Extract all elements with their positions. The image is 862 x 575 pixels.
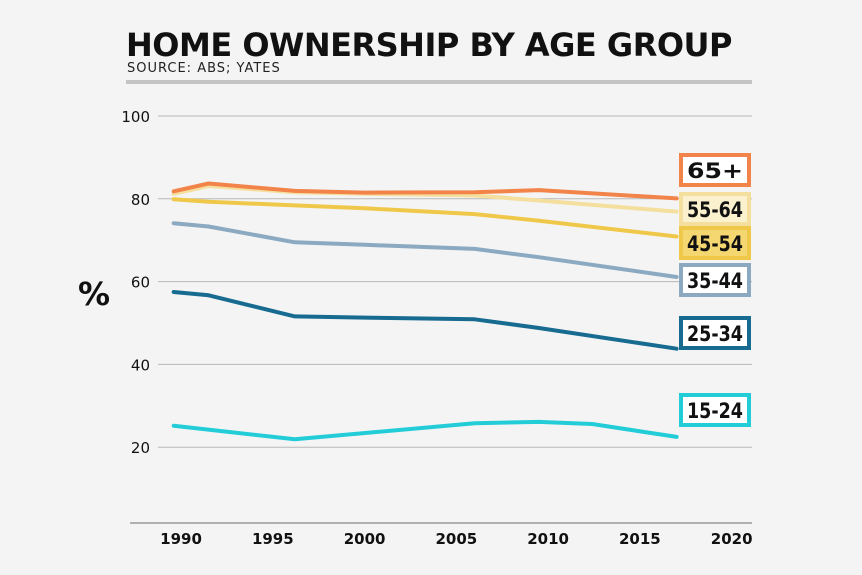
y-axis-label: % (78, 275, 110, 313)
x-tick-label: 2015 (619, 530, 661, 548)
x-tick-label: 1995 (252, 530, 294, 548)
series-line-35-44 (171, 221, 679, 279)
legend-label-25-34: 25-34 (687, 322, 743, 346)
legend-label-35-44: 35-44 (687, 269, 743, 293)
x-tick-label: 1990 (160, 530, 202, 548)
y-tick-label: 40 (131, 356, 150, 374)
legend-box-15-24 (679, 393, 751, 427)
series-line-25-34 (171, 290, 679, 351)
x-tick-label: 2010 (527, 530, 569, 548)
legend-box-55-64 (679, 192, 751, 226)
y-tick-label: 60 (131, 274, 150, 292)
legend-label-45-54: 45-54 (687, 232, 743, 256)
chart-subtitle: SOURCE: ABS; YATES (127, 61, 281, 76)
y-tick-label: 100 (121, 108, 150, 126)
y-tick-label: 20 (131, 439, 150, 457)
chart-title: HOME OWNERSHIP BY AGE GROUP (126, 26, 732, 64)
legend-label-65+: 65+ (687, 159, 743, 183)
series-line-45-54 (171, 197, 679, 239)
legend-box-25-34 (679, 316, 751, 350)
legend-box-65+ (679, 153, 751, 187)
legend-box-35-44 (679, 263, 751, 297)
y-tick-label: 80 (131, 191, 150, 209)
x-tick-label: 2005 (435, 530, 477, 548)
series-line-65+ (171, 181, 679, 201)
legend-label-15-24: 15-24 (687, 399, 743, 423)
x-tick-label: 2020 (711, 530, 753, 548)
legend-box-45-54 (679, 226, 751, 260)
series-line-15-24 (171, 419, 679, 442)
legend-label-55-64: 55-64 (687, 198, 743, 222)
x-tick-label: 2000 (344, 530, 386, 548)
